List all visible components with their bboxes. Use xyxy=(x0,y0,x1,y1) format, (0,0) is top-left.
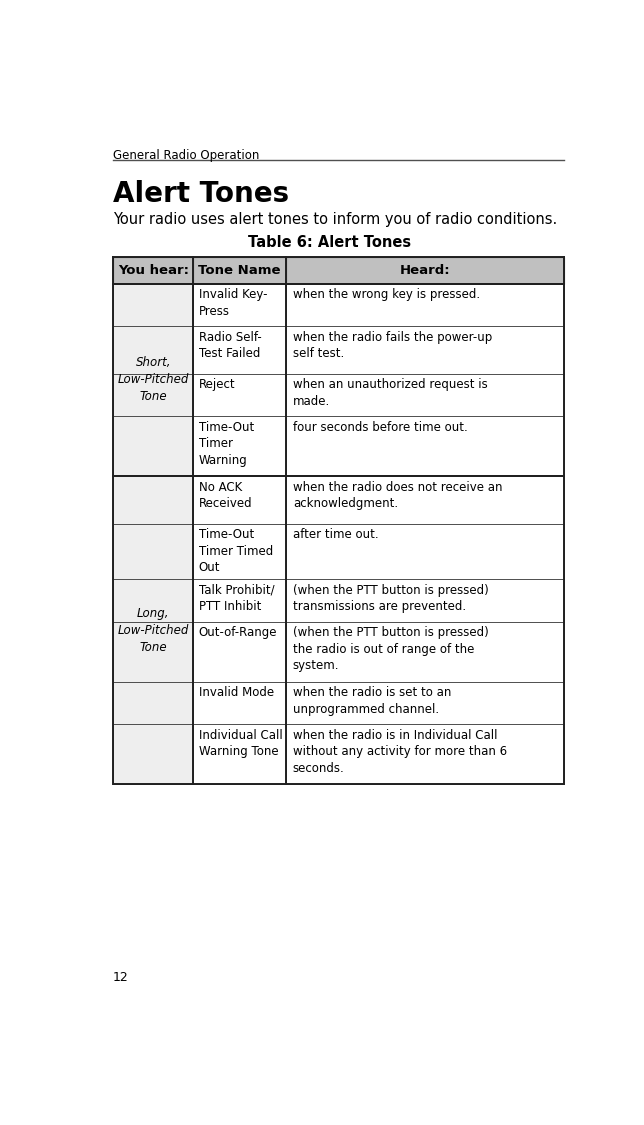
Bar xyxy=(286,524,564,579)
Bar xyxy=(113,579,193,622)
Text: Long,
Low-Pitched
Tone: Long, Low-Pitched Tone xyxy=(117,606,189,654)
Bar xyxy=(193,579,286,622)
Bar xyxy=(286,724,564,784)
Text: when the wrong key is pressed.: when the wrong key is pressed. xyxy=(293,288,480,302)
Bar xyxy=(113,682,193,724)
Bar xyxy=(193,724,286,784)
Text: when the radio fails the power-up
self test.: when the radio fails the power-up self t… xyxy=(293,331,492,360)
Bar xyxy=(193,622,286,682)
Text: Out-of-Range: Out-of-Range xyxy=(199,627,278,639)
Text: Your radio uses alert tones to inform you of radio conditions.: Your radio uses alert tones to inform yo… xyxy=(113,212,557,227)
Bar xyxy=(286,622,564,682)
Bar xyxy=(113,476,193,524)
Bar xyxy=(113,416,193,476)
Bar xyxy=(286,476,564,524)
Bar xyxy=(286,284,564,326)
Text: (when the PTT button is pressed)
transmissions are prevented.: (when the PTT button is pressed) transmi… xyxy=(293,584,489,613)
Bar xyxy=(286,326,564,374)
Bar xyxy=(113,326,193,374)
Text: when the radio is set to an
unprogrammed channel.: when the radio is set to an unprogrammed… xyxy=(293,686,451,716)
Bar xyxy=(113,476,564,784)
Text: Short,
Low-Pitched
Tone: Short, Low-Pitched Tone xyxy=(117,357,189,404)
Bar xyxy=(113,374,193,416)
Bar xyxy=(193,416,286,476)
Text: Tone Name: Tone Name xyxy=(198,263,281,277)
Text: No ACK
Received: No ACK Received xyxy=(199,480,252,511)
Bar xyxy=(193,284,286,326)
Bar xyxy=(113,724,193,784)
Text: Invalid Mode: Invalid Mode xyxy=(199,686,274,700)
Bar xyxy=(193,476,286,524)
Bar xyxy=(286,682,564,724)
Text: General Radio Operation: General Radio Operation xyxy=(113,148,260,162)
Text: Time-Out
Timer Timed
Out: Time-Out Timer Timed Out xyxy=(199,529,273,575)
Text: when an unauthorized request is
made.: when an unauthorized request is made. xyxy=(293,378,488,408)
Bar xyxy=(193,374,286,416)
Text: when the radio is in Individual Call
without any activity for more than 6
second: when the radio is in Individual Call wit… xyxy=(293,729,507,775)
Text: You hear:: You hear: xyxy=(118,263,189,277)
Text: Time-Out
Timer
Warning: Time-Out Timer Warning xyxy=(199,421,254,467)
Text: Individual Call
Warning Tone: Individual Call Warning Tone xyxy=(199,729,283,758)
Bar xyxy=(193,326,286,374)
Bar xyxy=(113,524,193,579)
Bar xyxy=(113,284,193,326)
Bar xyxy=(113,256,193,284)
Text: when the radio does not receive an
acknowledgment.: when the radio does not receive an ackno… xyxy=(293,480,502,511)
Text: Radio Self-
Test Failed: Radio Self- Test Failed xyxy=(199,331,261,360)
Bar xyxy=(286,579,564,622)
Text: four seconds before time out.: four seconds before time out. xyxy=(293,421,468,433)
Text: Table 6: Alert Tones: Table 6: Alert Tones xyxy=(249,235,412,250)
Bar xyxy=(286,256,564,284)
Text: Alert Tones: Alert Tones xyxy=(113,180,289,208)
Text: Talk Prohibit/
PTT Inhibit: Talk Prohibit/ PTT Inhibit xyxy=(199,584,274,613)
Text: Reject: Reject xyxy=(199,378,236,391)
Text: Invalid Key-
Press: Invalid Key- Press xyxy=(199,288,267,317)
Text: 12: 12 xyxy=(113,971,129,984)
Bar xyxy=(193,256,286,284)
Bar xyxy=(193,682,286,724)
Text: (when the PTT button is pressed)
the radio is out of range of the
system.: (when the PTT button is pressed) the rad… xyxy=(293,627,489,673)
Bar xyxy=(286,416,564,476)
Bar xyxy=(286,374,564,416)
Text: after time out.: after time out. xyxy=(293,529,379,541)
Bar xyxy=(113,284,564,476)
Bar xyxy=(193,524,286,579)
Bar xyxy=(113,622,193,682)
Text: Heard:: Heard: xyxy=(400,263,450,277)
